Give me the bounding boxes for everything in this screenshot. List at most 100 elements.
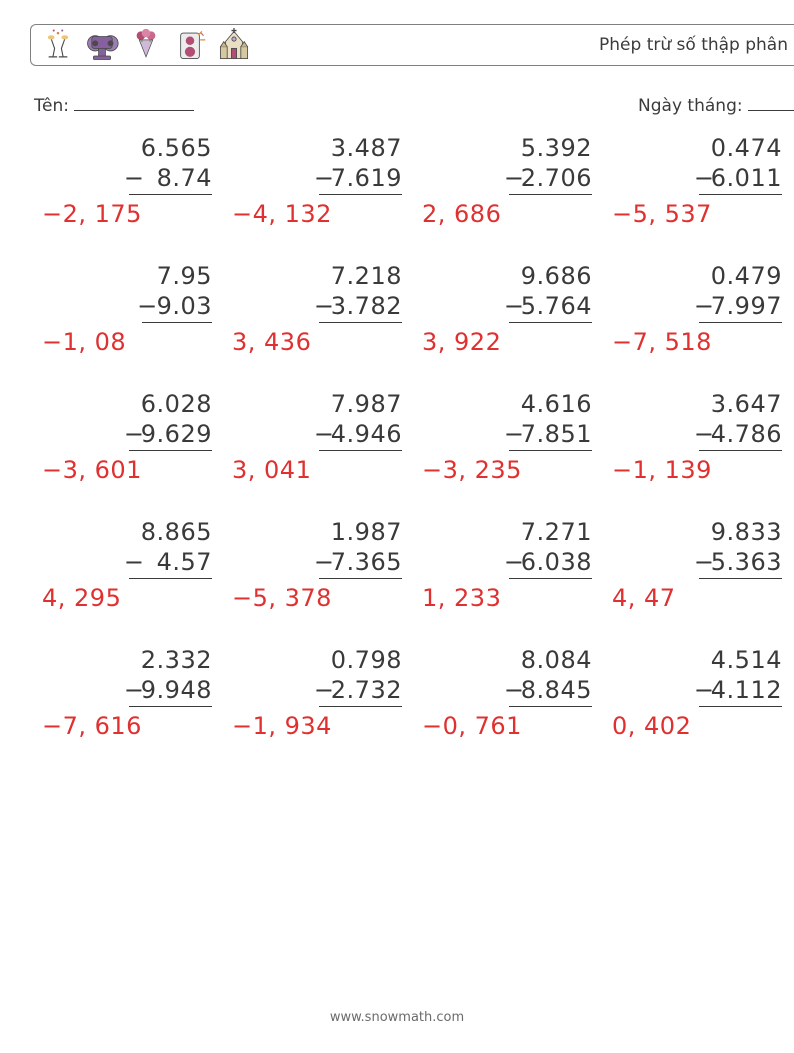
minuend: 4.514 xyxy=(711,646,782,674)
subtrahend: 8.845 xyxy=(521,676,592,704)
problem-cell: 8.084−8.845−0, 761 xyxy=(422,646,600,752)
subtrahend: 6.011 xyxy=(711,164,782,192)
minuend: 0.474 xyxy=(711,134,782,162)
subtrahend: 4.57 xyxy=(157,548,212,576)
minuend: 9.686 xyxy=(521,262,592,290)
problem-cell: 3.647−4.786−1, 139 xyxy=(612,390,790,496)
minuend: 0.798 xyxy=(331,646,402,674)
minuend: 8.084 xyxy=(521,646,592,674)
answer: −4, 132 xyxy=(232,200,332,228)
rule-line xyxy=(129,706,212,707)
problem-cell: 2.332−9.948−7, 616 xyxy=(42,646,220,752)
rule-line xyxy=(699,578,782,579)
rule-line xyxy=(509,450,592,451)
problem-cell: 7.95−9.03 −1, 08 xyxy=(42,262,220,368)
problem-cell: 4.616−7.851−3, 235 xyxy=(422,390,600,496)
rule-line xyxy=(509,706,592,707)
rule-line xyxy=(509,194,592,195)
rule-line xyxy=(699,450,782,451)
problem-cell: 5.392−2.7062, 686 xyxy=(422,134,600,240)
answer: −3, 601 xyxy=(42,456,142,484)
problems-grid: 6.565−8.74−2, 1753.487−7.619−4, 132 5.392… xyxy=(30,134,790,752)
minus-sign: − xyxy=(124,164,144,192)
answer: 0, 402 xyxy=(612,712,691,740)
name-label-text: Tên: xyxy=(34,96,69,116)
subtrahend: 9.03 xyxy=(157,292,212,320)
rule-line xyxy=(699,322,782,323)
minuend: 0.479 xyxy=(711,262,782,290)
name-blank xyxy=(74,94,194,111)
glasses-icon xyxy=(41,28,75,62)
subtrahend: 9.948 xyxy=(141,676,212,704)
minus-sign: − xyxy=(124,548,144,576)
minuend: 6.565 xyxy=(141,134,212,162)
rule-line xyxy=(699,194,782,195)
subtrahend: 9.629 xyxy=(141,420,212,448)
answer: −5, 378 xyxy=(232,584,332,612)
problem-cell: 0.479−7.997−7, 518 xyxy=(612,262,790,368)
rule-line xyxy=(142,322,212,323)
date-label: Ngày tháng: xyxy=(638,94,794,116)
minuend: 6.028 xyxy=(141,390,212,418)
date-label-text: Ngày tháng: xyxy=(638,96,743,116)
problem-cell: 6.565−8.74−2, 175 xyxy=(42,134,220,240)
problem-cell: 3.487−7.619−4, 132 xyxy=(232,134,410,240)
problem-cell: 9.686−5.7643, 922 xyxy=(422,262,600,368)
camera-icon xyxy=(85,28,119,62)
minuend: 5.392 xyxy=(521,134,592,162)
problem-cell: 6.028−9.629−3, 601 xyxy=(42,390,220,496)
rule-line xyxy=(319,322,402,323)
subtrahend: 2.732 xyxy=(331,676,402,704)
rule-line xyxy=(129,578,212,579)
problem-cell: 0.474−6.011−5, 537 xyxy=(612,134,790,240)
answer: 2, 686 xyxy=(422,200,501,228)
answer: −1, 139 xyxy=(612,456,712,484)
rule-line xyxy=(319,578,402,579)
minuend: 7.218 xyxy=(331,262,402,290)
date-blank xyxy=(748,94,794,111)
answer: 1, 233 xyxy=(422,584,501,612)
rule-line xyxy=(509,578,592,579)
subtrahend: 2.706 xyxy=(521,164,592,192)
minuend: 7.987 xyxy=(331,390,402,418)
minuend: 4.616 xyxy=(521,390,592,418)
problem-cell: 9.833−5.3634, 47 xyxy=(612,518,790,624)
speaker-icon xyxy=(173,28,207,62)
answer: −1, 08 xyxy=(42,328,126,356)
subtrahend: 4.946 xyxy=(331,420,402,448)
header-bar: Phép trừ số thập phân xyxy=(30,24,794,66)
minuend: 3.647 xyxy=(711,390,782,418)
minus-sign: − xyxy=(137,292,157,320)
answer: 3, 436 xyxy=(232,328,311,356)
answer: −3, 235 xyxy=(422,456,522,484)
answer: −1, 934 xyxy=(232,712,332,740)
answer: 4, 295 xyxy=(42,584,121,612)
header-icons xyxy=(41,28,251,62)
answer: 3, 922 xyxy=(422,328,501,356)
meta-line: Tên: Ngày tháng: xyxy=(34,94,794,124)
answer: −7, 518 xyxy=(612,328,712,356)
subtrahend: 5.764 xyxy=(521,292,592,320)
answer: −7, 616 xyxy=(42,712,142,740)
subtrahend: 7.851 xyxy=(521,420,592,448)
minuend: 7.271 xyxy=(521,518,592,546)
problem-cell: 0.798−2.732−1, 934 xyxy=(232,646,410,752)
footer-url: www.snowmath.com xyxy=(0,1010,794,1025)
subtrahend: 4.786 xyxy=(711,420,782,448)
rule-line xyxy=(509,322,592,323)
minuend: 7.95 xyxy=(157,262,212,290)
minuend: 3.487 xyxy=(331,134,402,162)
minuend: 1.987 xyxy=(331,518,402,546)
rule-line xyxy=(129,450,212,451)
subtrahend: 6.038 xyxy=(521,548,592,576)
problem-cell: 4.514−4.1120, 402 xyxy=(612,646,790,752)
minuend: 8.865 xyxy=(141,518,212,546)
name-label: Tên: xyxy=(34,94,194,116)
church-icon xyxy=(217,28,251,62)
answer: −2, 175 xyxy=(42,200,142,228)
minuend: 2.332 xyxy=(141,646,212,674)
worksheet-title: Phép trừ số thập phân xyxy=(599,35,794,55)
answer: −5, 537 xyxy=(612,200,712,228)
subtrahend: 4.112 xyxy=(711,676,782,704)
subtrahend: 5.363 xyxy=(711,548,782,576)
